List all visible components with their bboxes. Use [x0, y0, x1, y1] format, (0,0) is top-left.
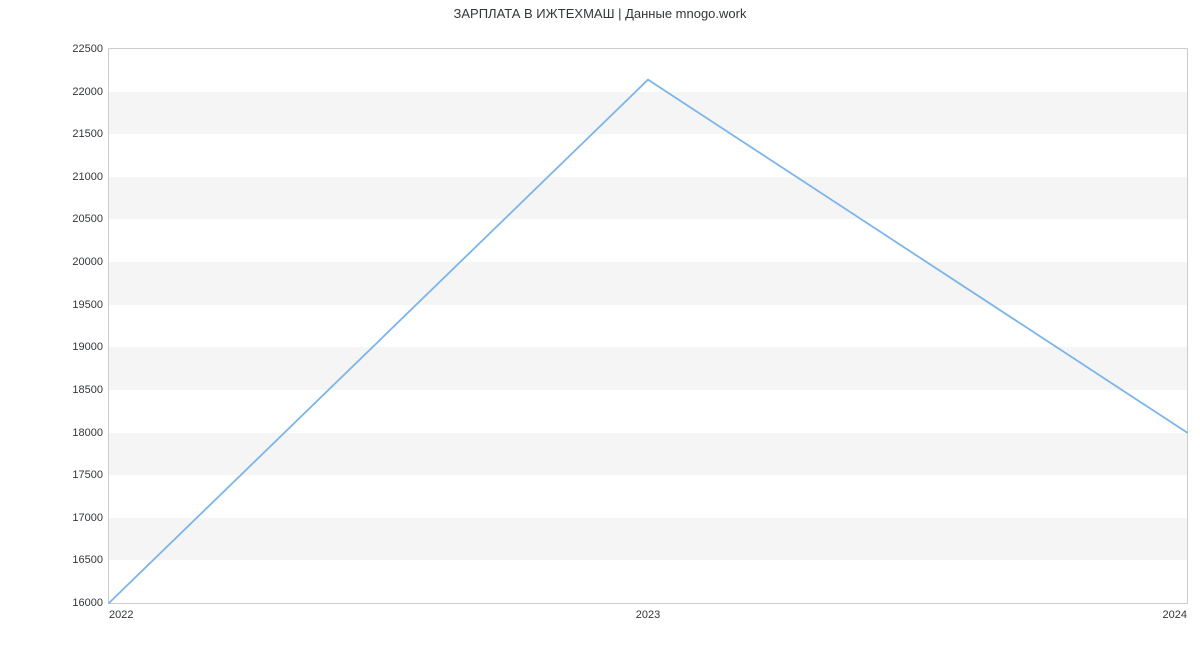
y-tick-label: 21500: [72, 128, 109, 140]
y-tick-label: 19500: [72, 299, 109, 311]
y-tick-label: 20500: [72, 213, 109, 225]
y-tick-label: 18500: [72, 384, 109, 396]
y-tick-label: 16500: [72, 554, 109, 566]
x-tick-label: 2022: [109, 603, 133, 621]
y-tick-label: 17000: [72, 512, 109, 524]
line-series: [109, 49, 1187, 603]
x-tick-label: 2023: [636, 603, 660, 621]
y-tick-label: 20000: [72, 256, 109, 268]
plot-area: 1600016500170001750018000185001900019500…: [108, 48, 1188, 604]
y-tick-label: 21000: [72, 171, 109, 183]
y-tick-label: 22500: [72, 43, 109, 55]
chart-title: ЗАРПЛАТА В ИЖТЕХМАШ | Данные mnogo.work: [0, 0, 1200, 21]
y-tick-label: 16000: [72, 597, 109, 609]
salary-line-chart: ЗАРПЛАТА В ИЖТЕХМАШ | Данные mnogo.work …: [0, 0, 1200, 650]
y-tick-label: 18000: [72, 427, 109, 439]
y-tick-label: 17500: [72, 469, 109, 481]
x-tick-label: 2024: [1163, 603, 1187, 621]
y-tick-label: 19000: [72, 341, 109, 353]
y-tick-label: 22000: [72, 86, 109, 98]
